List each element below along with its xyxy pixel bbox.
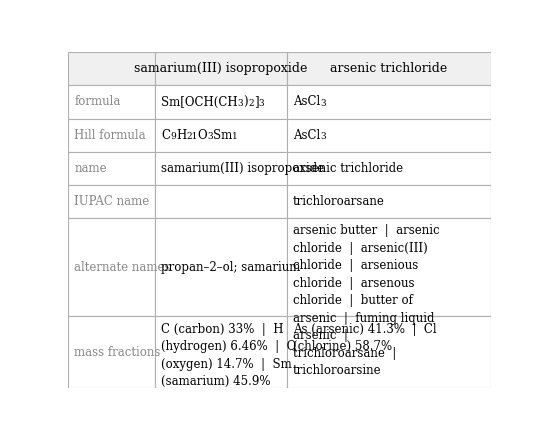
Bar [68,52,155,85]
Text: arsenic butter  |  arsenic
chloride  |  arsenic(III)
chloride  |  arsenious
chlo: arsenic butter | arsenic chloride | arse… [293,224,439,377]
Text: AsCl: AsCl [293,129,320,142]
Bar [287,152,490,185]
Text: alternate names: alternate names [74,261,171,274]
Text: samarium(III) isopropoxide: samarium(III) isopropoxide [161,162,324,175]
Text: 3: 3 [258,99,264,108]
Text: mass fractions: mass fractions [74,346,161,359]
Text: Sm[OCH(CH: Sm[OCH(CH [161,95,238,109]
Bar [68,317,155,388]
Bar [287,185,490,218]
Text: AsCl: AsCl [293,95,320,109]
Text: O: O [197,129,207,142]
Text: 2: 2 [248,99,253,108]
Text: IUPAC name: IUPAC name [74,195,149,208]
Bar [155,85,287,119]
Bar [155,52,287,85]
Text: 3: 3 [207,132,213,141]
Bar [155,218,287,317]
Text: 1: 1 [232,132,238,141]
Text: Sm: Sm [213,129,232,142]
Bar [155,152,287,185]
Text: As (arsenic) 41.3%  |  Cl
(chlorine) 58.7%: As (arsenic) 41.3% | Cl (chlorine) 58.7% [293,323,437,353]
Text: 21: 21 [186,132,197,141]
Bar [68,152,155,185]
Text: arsenic trichloride: arsenic trichloride [330,62,447,75]
Bar [68,185,155,218]
Bar [68,119,155,152]
Text: propan–2–ol; samarium: propan–2–ol; samarium [161,261,300,274]
Bar [155,317,287,388]
Text: 9: 9 [170,132,176,141]
Bar [68,218,155,317]
Text: ]: ] [253,95,258,109]
Bar [287,85,490,119]
Text: 3: 3 [320,99,326,108]
Bar [287,52,490,85]
Text: samarium(III) isopropoxide: samarium(III) isopropoxide [134,62,307,75]
Bar [68,85,155,119]
Text: ): ) [244,95,248,109]
Text: C: C [161,129,170,142]
Bar [287,317,490,388]
Text: C (carbon) 33%  |  H
(hydrogen) 6.46%  |  O
(oxygen) 14.7%  |  Sm
(samarium) 45.: C (carbon) 33% | H (hydrogen) 6.46% | O … [161,323,296,388]
Text: 3: 3 [238,99,244,108]
Text: trichloroarsane: trichloroarsane [293,195,385,208]
Text: arsenic trichloride: arsenic trichloride [293,162,403,175]
Bar [155,185,287,218]
Bar [155,119,287,152]
Text: name: name [74,162,107,175]
Bar [287,119,490,152]
Text: formula: formula [74,95,120,109]
Text: H: H [176,129,186,142]
Text: 3: 3 [320,132,326,141]
Text: Hill formula: Hill formula [74,129,146,142]
Bar [287,218,490,317]
